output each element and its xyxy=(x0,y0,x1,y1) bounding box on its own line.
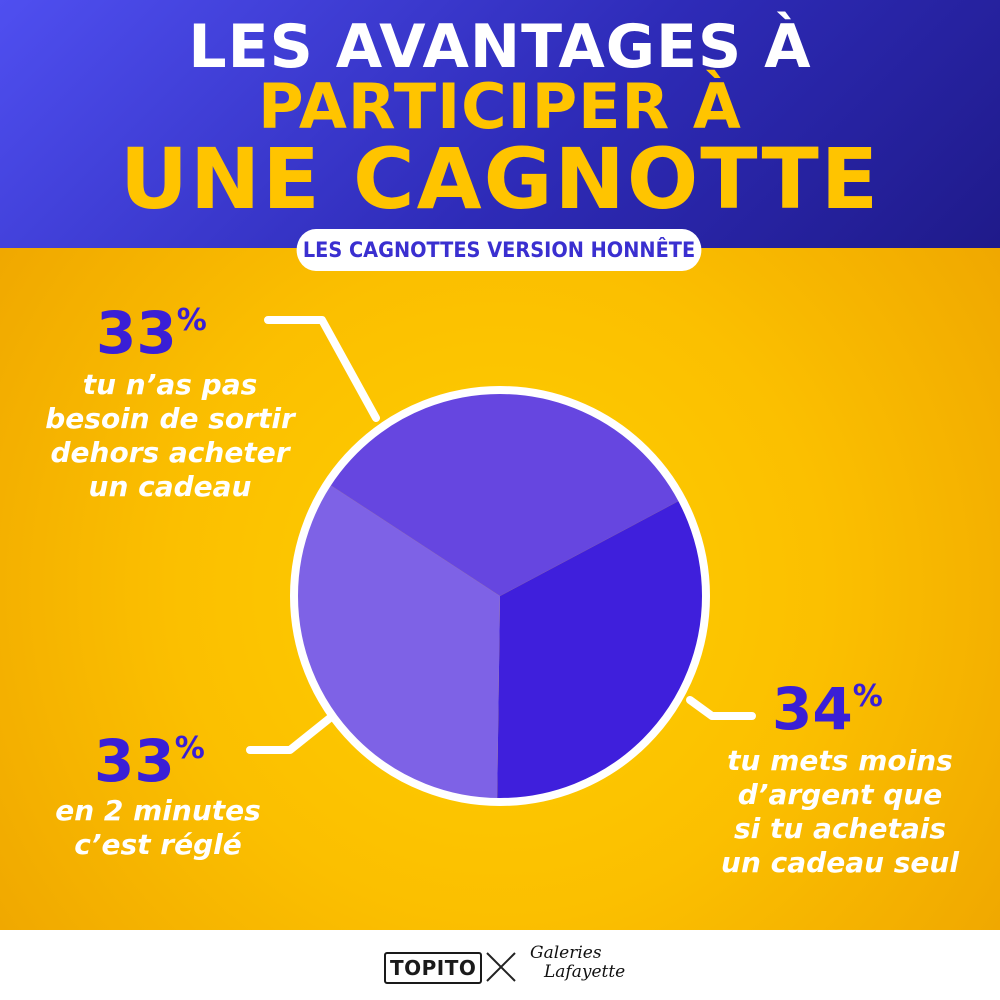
percent-value: 33 xyxy=(96,299,177,367)
galeries-lafayette-logo: Galeries Lafayette xyxy=(530,944,630,988)
footer: TOPITO Galeries Lafayette xyxy=(0,930,1000,1000)
pie-chart xyxy=(246,316,756,806)
percent-value: 33 xyxy=(94,727,175,795)
title-line-3: UNE CAGNOTTE xyxy=(119,130,881,228)
slice-description: tu mets moins d’argent que si tu achetai… xyxy=(721,744,959,879)
header-banner: LES AVANTAGES À PARTICIPER À UNE CAGNOTT… xyxy=(0,0,1000,248)
galeries-logo-line-1: Galeries xyxy=(530,943,602,963)
slice-description: en 2 minutes c’est réglé xyxy=(55,794,261,861)
leader-line xyxy=(686,696,756,720)
pie-slice xyxy=(327,389,682,596)
percent-unit: % xyxy=(176,303,207,338)
slice-description: tu n’as pas besoin de sortir dehors ache… xyxy=(45,368,295,503)
slice-percent-label: 34% xyxy=(772,680,883,738)
leader-line xyxy=(246,714,334,754)
percent-unit: % xyxy=(852,679,883,714)
slice-percent-label: 33% xyxy=(94,732,205,790)
cross-icon xyxy=(486,952,516,982)
subtitle-badge: LES CAGNOTTES VERSION HONNÊTE xyxy=(296,229,702,271)
slice-percent-label: 33% xyxy=(96,304,207,362)
percent-unit: % xyxy=(174,731,205,766)
chart-area: 33% tu n’as pas besoin de sortir dehors … xyxy=(0,248,1000,930)
percent-value: 34 xyxy=(772,675,853,743)
pie-slice xyxy=(497,499,707,803)
title-line-1: LES AVANTAGES À xyxy=(188,12,812,82)
galeries-logo-line-2: Lafayette xyxy=(544,962,626,982)
topito-logo: TOPITO xyxy=(384,952,483,984)
leader-line xyxy=(264,316,380,422)
pie-outline xyxy=(290,386,710,806)
title-line-2: PARTICIPER À xyxy=(258,70,742,143)
pie-slice xyxy=(293,483,500,802)
